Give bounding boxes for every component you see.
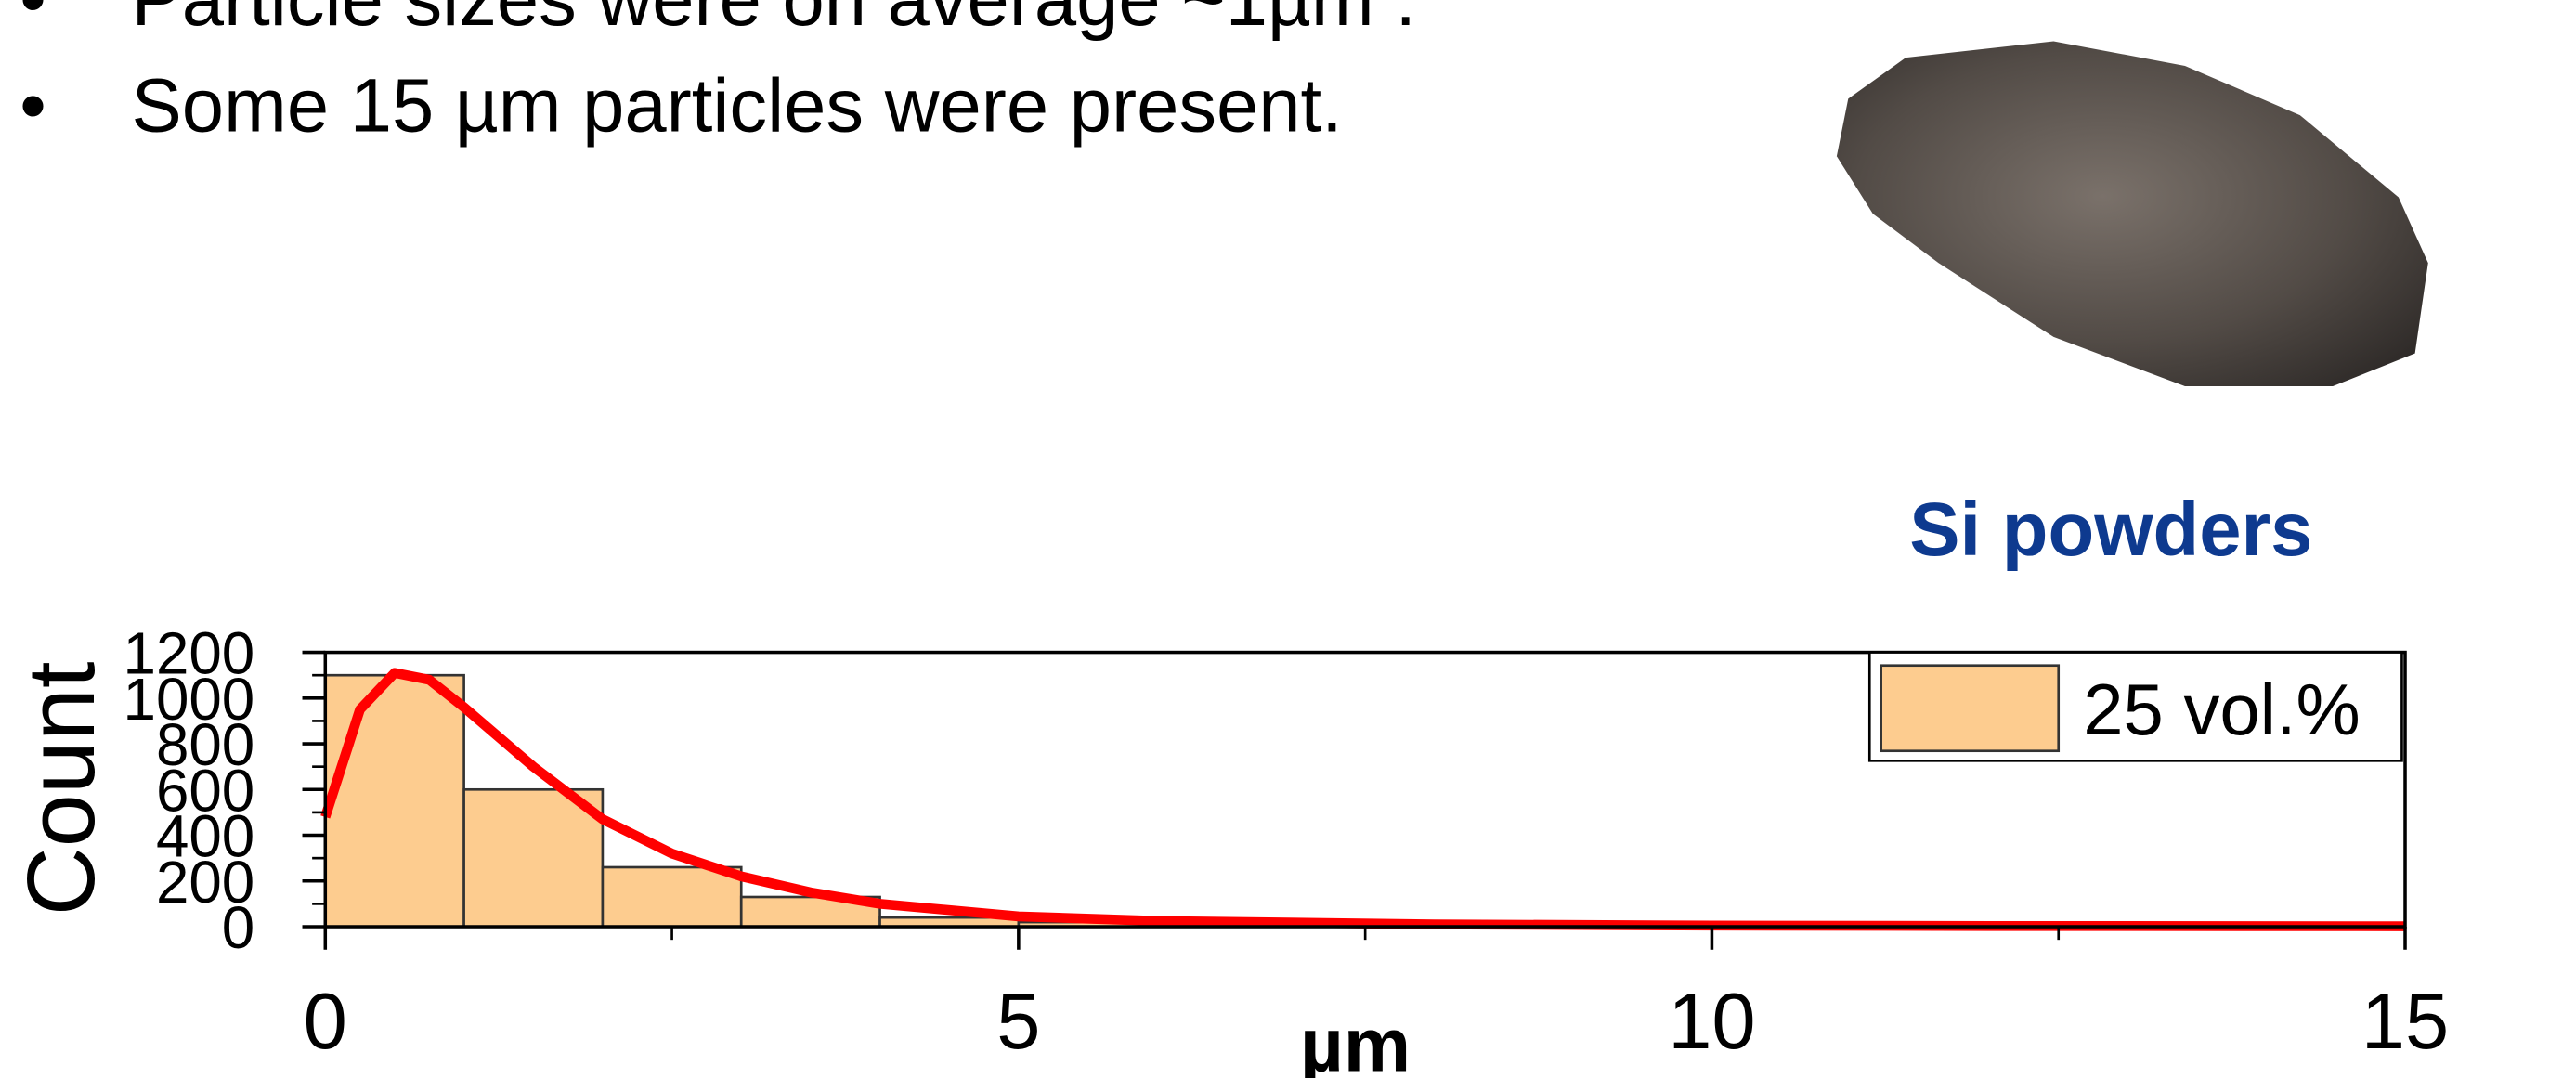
y-tick-label: 200 [156, 850, 254, 916]
x-tick-label: 0 [304, 977, 347, 1065]
y-tick-label: 400 [156, 804, 254, 870]
bar [323, 673, 465, 929]
fit-curve [320, 668, 2406, 931]
y-tick-label: 1200 [124, 621, 255, 687]
x-tick-label: 5 [996, 977, 1040, 1065]
x-tick-label: 15 [2361, 977, 2449, 1065]
bullet-dot: • [20, 64, 46, 149]
y-tick-label: 0 [222, 895, 254, 961]
y-tick-label: 600 [156, 758, 254, 824]
x-tick-label: 10 [1668, 977, 1755, 1065]
legend-label: 25 vol.% [2083, 670, 2361, 750]
bar [462, 787, 605, 929]
caption: Si powders [1909, 487, 2312, 572]
bullet-dot: • [20, 0, 46, 42]
bullet-text: Particle sizes were on average ~1µm . [132, 0, 1416, 42]
y-tick-label: 1000 [124, 667, 255, 733]
y-axis-label: Count [7, 662, 114, 916]
x-axis-label: µm [1300, 1004, 1411, 1078]
legend-swatch [1880, 664, 2061, 753]
bar [601, 865, 743, 929]
bullet-text: Some 15 µm particles were present. [132, 64, 1343, 149]
y-tick-label: 800 [156, 712, 254, 778]
powder-image [1836, 41, 2428, 386]
